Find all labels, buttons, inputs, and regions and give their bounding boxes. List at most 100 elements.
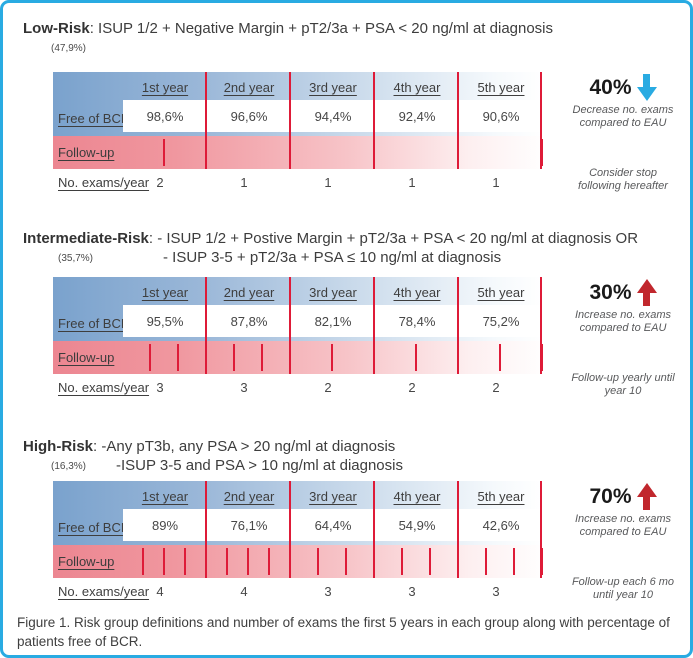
column-separator-line <box>205 481 207 578</box>
exam-tick-mark <box>541 548 543 575</box>
follow-up-label: Follow-up <box>58 350 115 365</box>
follow-up-label: Follow-up <box>58 554 115 569</box>
free-of-bcr-label: Free of BCR <box>58 315 131 331</box>
risk-definition-2: - ISUP 3-5 + pT2/3a + PSA ≤ 10 ng/ml at … <box>163 249 502 266</box>
free-of-bcr-value: 75,2% <box>459 305 543 337</box>
change-percent: 30% <box>553 279 690 306</box>
year-header: 1st year <box>141 488 189 504</box>
change-annotation-intermediate: 30% Increase no. exams compared to EAU F… <box>553 277 690 397</box>
free-of-bcr-value: 64,4% <box>291 509 375 541</box>
free-of-bcr-value: 96,6% <box>207 100 291 132</box>
exams-row: No. exams/year 3 3 2 2 2 <box>53 374 543 401</box>
year-header: 4th year <box>393 488 441 504</box>
follow-up-year-cell <box>207 136 291 169</box>
free-of-bcr-value: 76,1% <box>207 509 291 541</box>
exams-label: No. exams/year <box>58 584 150 599</box>
free-of-bcr-label: Free of BCR <box>58 519 131 535</box>
prevalence-label: (16,3%) <box>51 461 87 472</box>
exam-tick-mark <box>232 344 235 371</box>
follow-up-label: Follow-up <box>58 145 115 160</box>
exam-tick-mark <box>176 344 179 371</box>
exams-label: No. exams/year <box>58 380 150 395</box>
follow-up-year-cell <box>123 545 207 578</box>
follow-up-year-cell <box>375 136 459 169</box>
free-of-bcr-value: 95,5% <box>123 305 207 337</box>
follow-up-timeline: Follow-up <box>53 545 543 578</box>
column-separator-line <box>457 72 459 169</box>
free-of-bcr-value: 54,9% <box>375 509 459 541</box>
exam-tick-mark <box>415 344 417 371</box>
up-arrow-icon <box>636 483 657 510</box>
risk-table-low: 1st year 2nd year 3rd year 4th year 5th … <box>53 72 543 196</box>
title-line: Low-Risk: ISUP 1/2 + Negative Margin + p… <box>23 19 690 38</box>
follow-up-year-cell <box>123 341 207 374</box>
risk-table-high: 1st year 2nd year 3rd year 4th year 5th … <box>53 481 543 605</box>
exam-tick-mark <box>163 139 165 166</box>
blue-header-block: 1st year 2nd year 3rd year 4th year 5th … <box>53 277 543 341</box>
exams-count: 3 <box>492 584 500 599</box>
table-wrap-low: 1st year 2nd year 3rd year 4th year 5th … <box>53 72 690 196</box>
section-title-high: High-Risk: -Any pT3b, any PSA > 20 ng/ml… <box>23 437 690 474</box>
exams-count: 4 <box>240 584 248 599</box>
exam-tick-mark <box>344 548 347 575</box>
free-of-bcr-value: 89% <box>123 509 207 541</box>
exam-tick-mark <box>184 548 186 575</box>
risk-name: Low-Risk <box>23 20 90 37</box>
year-header: 3rd year <box>309 488 357 504</box>
column-separator-line <box>540 72 542 169</box>
change-note: Decrease no. exams compared to EAU <box>572 104 674 129</box>
change-annotation-high: 70% Increase no. exams compared to EAU F… <box>553 481 690 601</box>
free-of-bcr-value: 98,6% <box>123 100 207 132</box>
exams-count: 3 <box>324 584 332 599</box>
free-of-bcr-value: 90,6% <box>459 100 543 132</box>
year-header-row: 1st year 2nd year 3rd year 4th year 5th … <box>53 277 543 305</box>
table-wrap-high: 1st year 2nd year 3rd year 4th year 5th … <box>53 481 690 605</box>
follow-up-year-cell <box>291 341 375 374</box>
change-note: Increase no. exams compared to EAU <box>575 513 671 538</box>
free-of-bcr-row: Free of BCR 89% 76,1% 64,4% 54,9% 42,6% <box>53 509 543 545</box>
follow-up-year-cell <box>207 341 291 374</box>
follow-up-year-cell <box>291 545 375 578</box>
free-of-bcr-value: 87,8% <box>207 305 291 337</box>
risk-definition: : -Any pT3b, any PSA > 20 ng/ml at diagn… <box>93 438 396 455</box>
exams-row: No. exams/year 2 1 1 1 1 <box>53 169 543 196</box>
exam-tick-mark <box>484 548 487 575</box>
exam-tick-mark <box>268 548 270 575</box>
free-of-bcr-value: 82,1% <box>291 305 375 337</box>
blue-header-block: 1st year 2nd year 3rd year 4th year 5th … <box>53 72 543 136</box>
free-of-bcr-value: 94,4% <box>291 100 375 132</box>
year-header: 1st year <box>141 284 189 300</box>
column-separator-line <box>289 481 291 578</box>
exam-tick-mark <box>499 344 501 371</box>
exams-count: 2 <box>324 380 332 395</box>
exam-tick-mark <box>331 344 333 371</box>
risk-table-intermediate: 1st year 2nd year 3rd year 4th year 5th … <box>53 277 543 401</box>
exam-tick-mark <box>247 548 249 575</box>
exams-count: 2 <box>156 175 164 190</box>
title-line-2: (35,7%) - ISUP 3-5 + pT2/3a + PSA ≤ 10 n… <box>23 248 690 266</box>
risk-section-low: Low-Risk: ISUP 1/2 + Negative Margin + p… <box>3 19 690 196</box>
column-separator-line <box>373 72 375 169</box>
exams-count: 1 <box>492 175 500 190</box>
follow-up-year-cell <box>291 136 375 169</box>
year-header: 3rd year <box>309 284 357 300</box>
prevalence-label: (35,7%) <box>58 253 94 264</box>
follow-up-timeline: Follow-up <box>53 341 543 374</box>
change-percent-value: 30% <box>589 280 632 304</box>
year-header-row: 1st year 2nd year 3rd year 4th year 5th … <box>53 481 543 509</box>
column-separator-line <box>373 277 375 374</box>
exam-tick-mark <box>512 548 515 575</box>
title-line: High-Risk: -Any pT3b, any PSA > 20 ng/ml… <box>23 437 690 456</box>
follow-up-year-cell <box>123 136 207 169</box>
free-of-bcr-value: 42,6% <box>459 509 543 541</box>
change-percent-value: 70% <box>589 484 632 508</box>
change-note: Increase no. exams compared to EAU <box>575 309 671 334</box>
exam-tick-mark <box>142 548 144 575</box>
follow-up-year-cell <box>459 545 543 578</box>
exams-count: 3 <box>408 584 416 599</box>
exam-tick-mark <box>541 344 543 371</box>
risk-definition: : ISUP 1/2 + Negative Margin + pT2/3a + … <box>89 20 554 37</box>
year-header: 5th year <box>477 488 525 504</box>
follow-up-year-cell <box>375 341 459 374</box>
